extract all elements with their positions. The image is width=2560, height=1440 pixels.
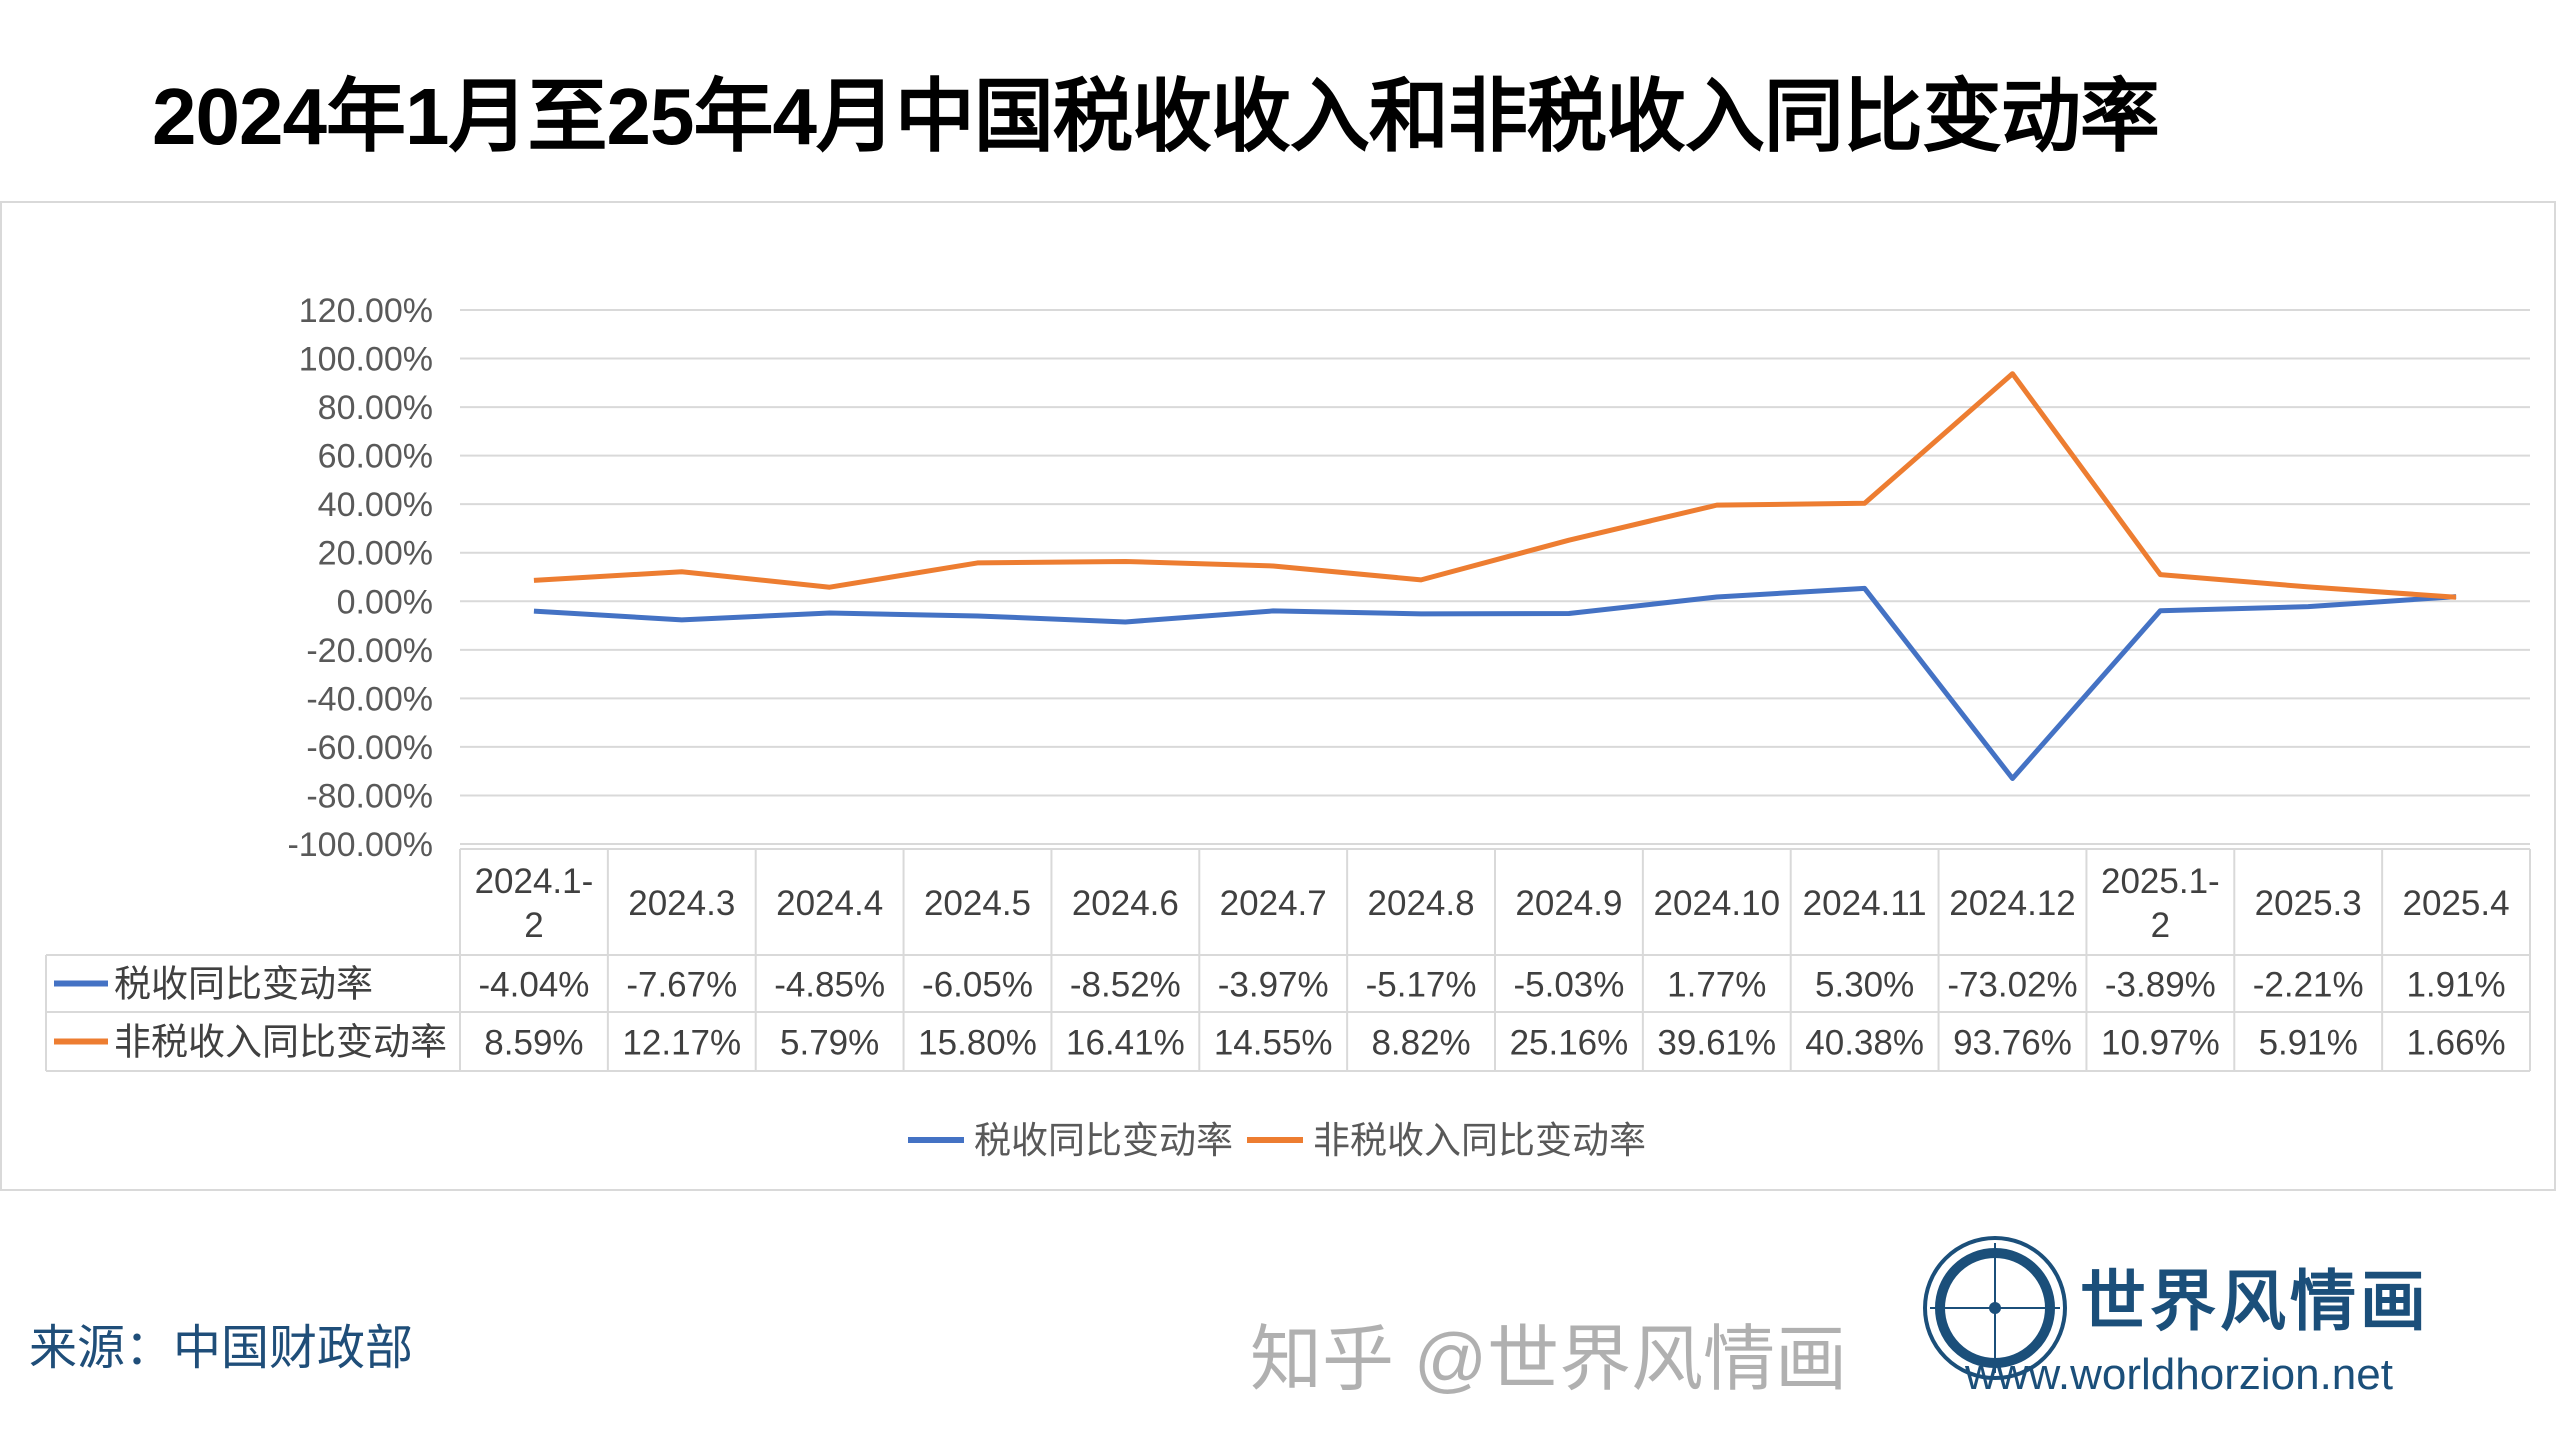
x-category-label: 2024.9 (1515, 884, 1622, 923)
compass-logo-icon (1923, 1236, 2067, 1380)
logo: 世界风情画 www.worldhorzion.net (1915, 1228, 2515, 1418)
y-tick-label: 120.00% (299, 292, 433, 330)
table-value: -2.21% (2253, 966, 2364, 1005)
table-value: 39.61% (1657, 1024, 1776, 1063)
table-value: 40.38% (1805, 1024, 1924, 1063)
table-value: -5.17% (1366, 966, 1477, 1005)
y-tick-label: 80.00% (318, 389, 433, 427)
table-value: 16.41% (1066, 1024, 1185, 1063)
table-value: 5.91% (2259, 1024, 2358, 1063)
table-value: 5.30% (1815, 966, 1914, 1005)
y-tick-label: -60.00% (306, 729, 433, 767)
watermark: 知乎 @世界风情画 (1250, 1320, 1848, 1400)
x-category-label: 2024.1- (475, 862, 594, 901)
y-tick-label: 100.00% (299, 341, 433, 379)
y-tick-label: -20.00% (306, 632, 433, 670)
x-category-label: 2024.3 (628, 884, 735, 923)
x-category-label: 2 (2151, 906, 2170, 945)
x-category-label: 2024.6 (1072, 884, 1179, 923)
table-value: 25.16% (1510, 1024, 1629, 1063)
y-tick-label: 60.00% (318, 438, 433, 476)
logo-url: www.worldhorzion.net (1965, 1350, 2393, 1399)
table-value: 1.91% (2406, 966, 2505, 1005)
x-category-label: 2 (524, 906, 543, 945)
x-category-label: 2024.4 (776, 884, 883, 923)
table-value: 93.76% (1953, 1024, 2072, 1063)
table-value: -4.04% (478, 966, 589, 1005)
table-value: 15.80% (918, 1024, 1037, 1063)
table-value: 14.55% (1214, 1024, 1333, 1063)
table-value: -3.97% (1218, 966, 1329, 1005)
legend-label: 税收同比变动率 (974, 1120, 1233, 1161)
table-value: -4.85% (774, 966, 885, 1005)
table-value: -5.03% (1513, 966, 1624, 1005)
y-tick-label: 20.00% (318, 535, 433, 573)
table-value: 1.66% (2406, 1024, 2505, 1063)
y-tick-label: 0.00% (337, 583, 433, 621)
x-category-label: 2025.4 (2403, 884, 2510, 923)
table-series-name: 非税收入同比变动率 (114, 1022, 447, 1063)
table-value: -73.02% (1947, 966, 2077, 1005)
chart-panel (0, 201, 2556, 1191)
table-series-name: 税收同比变动率 (114, 964, 373, 1005)
y-tick-label: -80.00% (306, 777, 433, 815)
table-value: 12.17% (622, 1024, 741, 1063)
x-category-label: 2025.3 (2255, 884, 2362, 923)
table-value: 8.82% (1371, 1024, 1470, 1063)
page-title: 2024年1月至25年4月中国税收收入和非税收入同比变动率 (152, 72, 2160, 161)
x-category-label: 2025.1- (2101, 862, 2220, 901)
table-value: -7.67% (626, 966, 737, 1005)
table-value: 8.59% (484, 1024, 583, 1063)
table-value: 10.97% (2101, 1024, 2220, 1063)
table-value: 5.79% (780, 1024, 879, 1063)
table-value: -3.89% (2105, 966, 2216, 1005)
x-category-label: 2024.10 (1654, 884, 1781, 923)
logo-name: 世界风情画 (2080, 1264, 2430, 1338)
series-line (533, 371, 2457, 600)
x-category-label: 2024.12 (1949, 884, 2076, 923)
table-value: 1.77% (1667, 966, 1766, 1005)
table-value: -8.52% (1070, 966, 1181, 1005)
x-category-label: 2024.8 (1368, 884, 1475, 923)
y-tick-label: -100.00% (287, 826, 433, 864)
series-line (533, 585, 2457, 782)
y-tick-label: -40.00% (306, 680, 433, 718)
source-note: 来源：中国财政部 (29, 1322, 414, 1375)
legend-label: 非税收入同比变动率 (1313, 1120, 1646, 1161)
x-category-label: 2024.11 (1803, 884, 1927, 923)
x-category-label: 2024.7 (1220, 884, 1327, 923)
y-tick-label: 40.00% (318, 486, 433, 524)
x-category-label: 2024.5 (924, 884, 1031, 923)
table-value: -6.05% (922, 966, 1033, 1005)
